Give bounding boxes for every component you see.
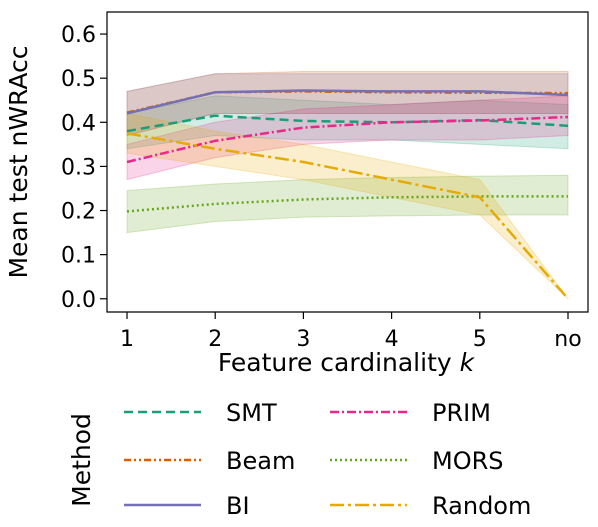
y-tick-label: 0.6 [61, 23, 96, 48]
x-axis-label-text: Feature cardinality [218, 348, 452, 377]
x-tick-label: no [554, 327, 581, 352]
series-line-smt [126, 114, 569, 133]
legend-title: Method [67, 413, 96, 507]
band-smt [126, 95, 569, 150]
x-tick-label: 5 [473, 327, 487, 352]
x-tick-label: 4 [385, 327, 399, 352]
axes [106, 11, 589, 313]
band-beam [126, 71, 569, 137]
legend-label-smt: SMT [226, 399, 277, 427]
legend-label-beam: Beam [226, 447, 295, 475]
y-tick-label: 0.2 [61, 200, 96, 225]
series-line-random [126, 132, 569, 300]
legend-label-mors: MORS [432, 447, 504, 475]
x-axis-label: Feature cardinality k [218, 348, 476, 377]
y-tick-label: 0.3 [61, 155, 96, 180]
y-tick-label: 0.1 [61, 244, 96, 269]
x-axis-label-variable: k [460, 348, 476, 377]
plot-frame [106, 11, 589, 313]
legend-label-random: Random [432, 492, 531, 520]
series-line-mors [126, 195, 568, 213]
y-tick-label: 0.0 [61, 288, 96, 313]
legend: Method SMT Beam BI PRIM MORS Random [67, 399, 531, 520]
y-tick-label: 0.5 [61, 67, 96, 92]
series-lines [126, 89, 569, 300]
series-line-bi [126, 89, 569, 115]
legend-label-prim: PRIM [432, 399, 491, 427]
confidence-bands [126, 71, 569, 300]
x-axis-ticks: 1 2 3 4 5 no [120, 312, 582, 352]
band-random [126, 112, 569, 300]
y-axis-ticks: 0.0 0.1 0.2 0.3 0.4 0.5 0.6 [61, 23, 107, 313]
x-tick-label: 1 [120, 327, 134, 352]
band-mors [126, 174, 569, 234]
legend-label-bi: BI [226, 492, 250, 520]
x-tick-label: 2 [208, 327, 222, 352]
band-prim [126, 95, 569, 181]
x-tick-label: 3 [296, 327, 310, 352]
series-line-prim [126, 115, 569, 164]
y-axis-label: Mean test nWRAcc [4, 45, 33, 278]
band-bi [126, 73, 569, 137]
y-tick-label: 0.4 [61, 111, 96, 136]
